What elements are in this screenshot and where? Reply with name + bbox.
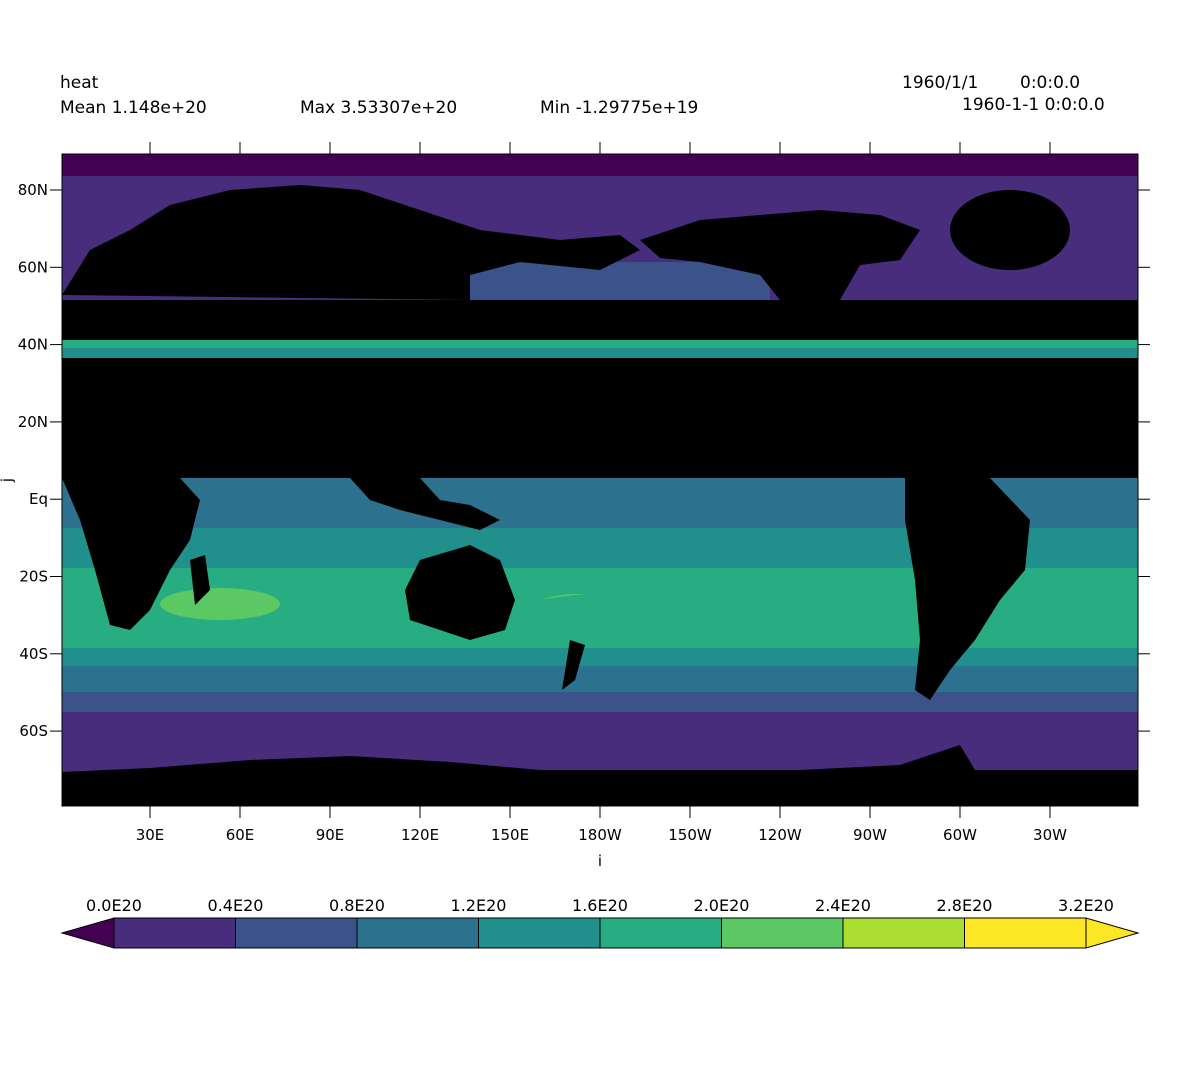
colorbar-segment (356, 917, 479, 949)
colorbar-label: 0.4E20 (208, 896, 264, 915)
x-tick-label: 30W (1033, 826, 1067, 844)
y-tick-label: 40S (19, 645, 48, 663)
x-tick-label: 120E (401, 826, 439, 844)
colorbar-segment (599, 917, 722, 949)
x-tick-label: 120W (758, 826, 802, 844)
colorbar-under-triangle (60, 917, 115, 949)
colorbar-over-triangle (1085, 917, 1140, 949)
max-value: Max 3.53307e+20 (300, 98, 458, 118)
variable-name: heat (60, 73, 99, 93)
x-tick-label: 150W (668, 826, 712, 844)
y-tick-label: 80N (18, 181, 48, 199)
colorbar-label: 1.2E20 (451, 896, 507, 915)
colorbar-label: 3.2E20 (1058, 896, 1114, 915)
colorbar-segment (478, 917, 601, 949)
y-tick-label: 60S (19, 722, 48, 740)
x-tick-label: 60E (226, 826, 255, 844)
date-label: 1960/1/1 (902, 73, 979, 93)
colorbar-label: 1.6E20 (572, 896, 628, 915)
colorbar-label: 2.0E20 (694, 896, 750, 915)
y-tick-label: Eq (29, 490, 48, 508)
colorbar-segment (721, 917, 844, 949)
colorbar-segment (964, 917, 1087, 949)
colorbar-segment (235, 917, 358, 949)
datetime-label: 1960-1-1 0:0:0.0 (962, 95, 1105, 115)
colorbar-label: 0.8E20 (329, 896, 385, 915)
x-axis-label: i (598, 852, 602, 870)
x-tick-label: 90W (853, 826, 887, 844)
y-tick-label: 20S (19, 568, 48, 586)
x-tick-label: 180W (578, 826, 622, 844)
colorbar-label: 0.0E20 (86, 896, 142, 915)
colorbar: 0.0E20 0.4E20 0.8E20 1.2E20 1.6E20 2.0E20 2.4E… (60, 896, 1140, 949)
x-axis-ticks: 30E 60E 90E 120E 150E 180W 150W 120W 90W 60W 30W (136, 142, 1067, 844)
y-tick-label: 40N (18, 336, 48, 354)
y-axis-label: j (0, 478, 16, 483)
mean-value: Mean 1.148e+20 (60, 98, 207, 118)
x-tick-label: 60W (943, 826, 977, 844)
y-tick-label: 60N (18, 258, 48, 276)
land-mask (62, 185, 1138, 806)
x-tick-label: 30E (136, 826, 165, 844)
y-axis-ticks: 80N 60N 40N 20N Eq 20S 40S 60S (18, 181, 1150, 740)
min-value: Min -1.29775e+19 (540, 98, 699, 118)
colorbar-label: 2.8E20 (937, 896, 993, 915)
colorbar-segment (113, 917, 236, 949)
map-field (62, 154, 1138, 806)
time-label: 0:0:0.0 (1020, 73, 1081, 93)
y-tick-label: 20N (18, 413, 48, 431)
x-tick-label: 150E (491, 826, 529, 844)
colorbar-segment (842, 917, 965, 949)
x-tick-label: 90E (316, 826, 345, 844)
colorbar-label: 2.4E20 (815, 896, 871, 915)
